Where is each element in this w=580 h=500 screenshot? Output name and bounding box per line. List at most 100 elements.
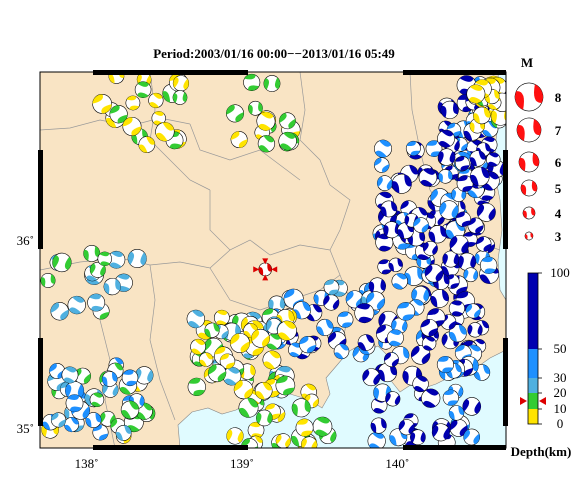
depth-tick-label-2: 30 (554, 370, 567, 385)
event-107 (457, 252, 477, 271)
event-393 (291, 398, 311, 418)
event-348 (172, 75, 190, 92)
event-282 (251, 328, 270, 348)
event-290 (74, 367, 92, 385)
event-73 (418, 168, 438, 187)
event-291 (92, 424, 109, 441)
depth-tick-label-5: 0 (557, 416, 564, 431)
event-382 (226, 427, 244, 445)
event-391 (233, 379, 254, 400)
event-395 (275, 433, 291, 448)
event-316 (61, 366, 79, 384)
event-383 (312, 416, 333, 437)
magnitude-legend-ball-5 (520, 179, 538, 197)
event-407 (367, 431, 386, 448)
depth-scale-segment-4 (528, 273, 538, 349)
event-338 (97, 251, 112, 267)
magnitude-legend: 8 7 6 5 4 3 (514, 82, 562, 244)
event-414 (421, 388, 441, 408)
event-148 (424, 263, 444, 283)
event-394 (247, 421, 265, 439)
event-354 (134, 81, 152, 98)
event-353 (109, 105, 128, 124)
event-406 (442, 389, 459, 406)
event-274 (262, 350, 282, 370)
event-65 (448, 324, 467, 343)
magnitude-legend-ball-7 (516, 117, 542, 143)
event-92 (448, 300, 465, 317)
event-390 (275, 375, 296, 396)
event-389 (254, 381, 273, 400)
event-313 (121, 369, 139, 387)
event-283 (204, 322, 220, 338)
event-369 (263, 75, 281, 92)
event-135 (391, 173, 412, 194)
depth-tick-label-3: 20 (554, 385, 567, 400)
event-263 (222, 366, 242, 386)
event-229 (299, 336, 317, 354)
event-427 (385, 391, 401, 407)
event-136 (388, 257, 403, 273)
event-264 (190, 338, 206, 355)
event-280 (230, 333, 250, 353)
event-417 (362, 368, 381, 387)
depth-scale-segment-1 (528, 393, 538, 409)
event-422 (412, 375, 429, 393)
event-260 (186, 309, 206, 329)
event-187 (469, 150, 486, 167)
event-311 (85, 412, 102, 428)
event-49 (425, 140, 443, 157)
magnitude-legend-label-8: 8 (555, 90, 562, 105)
event-447 (473, 106, 491, 125)
event-77 (377, 259, 393, 275)
event-211 (316, 318, 334, 337)
magnitude-legend-label-4: 4 (555, 206, 562, 221)
y-axis-ticks: 36˚ 35˚ (17, 233, 34, 436)
event-217 (268, 295, 286, 313)
event-116 (467, 217, 484, 234)
event-138 (421, 336, 437, 351)
event-182 (437, 129, 455, 148)
event-276 (198, 352, 214, 367)
magnitude-legend-label-7: 7 (555, 123, 562, 138)
y-tick-label-1: 35˚ (17, 421, 34, 436)
event-335 (89, 261, 106, 278)
magnitude-legend-label-3: 3 (555, 229, 562, 244)
event-11 (391, 273, 408, 290)
event-56 (410, 345, 431, 365)
event-161 (440, 100, 459, 120)
event-357 (122, 116, 142, 136)
event-87 (373, 139, 392, 158)
event-333 (127, 248, 147, 268)
event-121 (442, 250, 460, 268)
event-336 (103, 277, 121, 296)
event-339 (40, 273, 56, 288)
event-303 (115, 424, 132, 441)
map-area (40, 72, 506, 448)
event-175 (438, 169, 453, 184)
event-305 (49, 363, 66, 380)
event-141 (383, 352, 399, 368)
event-362 (230, 131, 248, 149)
event-125 (396, 302, 416, 321)
event-337 (83, 245, 101, 262)
x-tick-label-0: 138˚ (75, 456, 99, 471)
event-425 (410, 429, 426, 446)
magnitude-legend-ball-6 (518, 151, 540, 173)
event-106 (420, 318, 439, 337)
event-142 (413, 217, 429, 234)
event-343 (151, 111, 166, 126)
event-0 (373, 157, 390, 173)
event-222 (357, 334, 375, 351)
event-332 (50, 302, 69, 321)
event-352 (125, 95, 141, 111)
event-214 (366, 291, 386, 311)
event-328 (52, 252, 72, 273)
x-tick-label-2: 140˚ (385, 456, 409, 471)
event-324 (101, 371, 118, 387)
event-132 (439, 200, 459, 220)
event-235 (213, 309, 230, 326)
event-421 (398, 419, 415, 436)
